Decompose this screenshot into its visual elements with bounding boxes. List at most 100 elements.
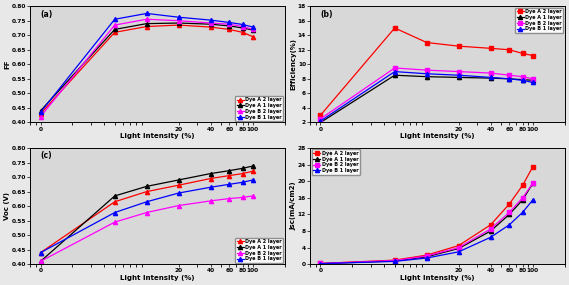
Dye B 1 layer	[175, 15, 182, 19]
Dye B 2 layer	[529, 77, 536, 81]
Dye B 1 layer	[175, 191, 182, 195]
Dye B 1 layer	[423, 72, 430, 76]
Dye B 2 layer	[175, 204, 182, 207]
Legend: Dye A 2 layer, Dye A 1 layer, Dye B 2 layer, Dye B 1 layer: Dye A 2 layer, Dye A 1 layer, Dye B 2 la…	[312, 149, 360, 174]
Dye A 2 layer	[249, 35, 256, 38]
Dye B 2 layer	[207, 199, 214, 203]
Dye B 1 layer	[391, 260, 398, 263]
Line: Dye B 2 layer: Dye B 2 layer	[39, 17, 255, 119]
Dye A 2 layer	[226, 174, 233, 177]
Dye A 1 layer	[112, 194, 118, 198]
Dye B 1 layer	[249, 25, 256, 29]
Dye A 1 layer	[506, 213, 513, 216]
Dye B 1 layer	[506, 223, 513, 227]
Dye B 1 layer	[226, 21, 233, 24]
Dye B 2 layer	[249, 28, 256, 31]
Dye B 1 layer	[239, 181, 246, 184]
Dye A 2 layer	[455, 244, 462, 247]
Dye A 1 layer	[519, 78, 526, 81]
Dye B 2 layer	[143, 211, 150, 214]
Dye A 2 layer	[175, 184, 182, 187]
Dye B 1 layer	[455, 250, 462, 254]
Dye A 1 layer	[455, 76, 462, 79]
X-axis label: Light Intensity (%): Light Intensity (%)	[120, 275, 195, 281]
Dye B 1 layer	[226, 183, 233, 186]
Dye B 1 layer	[487, 236, 494, 239]
Dye A 2 layer	[143, 25, 150, 28]
Dye B 2 layer	[506, 211, 513, 214]
Dye B 1 layer	[37, 111, 44, 114]
Dye A 2 layer	[226, 28, 233, 31]
Dye A 2 layer	[37, 112, 44, 115]
Dye A 2 layer	[519, 184, 526, 187]
Dye B 1 layer	[391, 70, 398, 73]
Dye B 2 layer	[317, 262, 324, 265]
X-axis label: Light Intensity (%): Light Intensity (%)	[400, 133, 475, 139]
Dye B 1 layer	[207, 19, 214, 22]
Dye A 1 layer	[249, 28, 256, 32]
Dye B 1 layer	[143, 200, 150, 203]
Dye B 2 layer	[519, 75, 526, 78]
Text: (b): (b)	[320, 10, 333, 19]
Dye A 1 layer	[317, 262, 324, 265]
Dye B 1 layer	[143, 12, 150, 15]
Dye A 1 layer	[239, 167, 246, 170]
Text: (a): (a)	[40, 10, 53, 19]
Dye A 2 layer	[239, 172, 246, 175]
Dye A 1 layer	[391, 74, 398, 77]
Dye A 1 layer	[112, 28, 118, 31]
Line: Dye B 1 layer: Dye B 1 layer	[319, 198, 535, 266]
Dye B 2 layer	[143, 18, 150, 21]
Dye B 2 layer	[519, 196, 526, 200]
Dye A 1 layer	[519, 198, 526, 201]
Dye B 2 layer	[37, 115, 44, 118]
Dye A 2 layer	[175, 23, 182, 27]
Dye B 1 layer	[239, 23, 246, 26]
Dye A 1 layer	[487, 229, 494, 233]
Line: Dye A 2 layer: Dye A 2 layer	[319, 26, 535, 117]
Dye A 1 layer	[143, 185, 150, 188]
Line: Dye A 1 layer: Dye A 1 layer	[39, 21, 255, 113]
Dye A 1 layer	[506, 77, 513, 81]
Dye A 2 layer	[423, 41, 430, 44]
Dye A 2 layer	[487, 47, 494, 50]
Dye B 2 layer	[239, 25, 246, 28]
Dye A 2 layer	[506, 202, 513, 206]
Dye A 2 layer	[112, 200, 118, 203]
Dye A 2 layer	[455, 44, 462, 48]
Line: Dye A 1 layer: Dye A 1 layer	[39, 164, 255, 263]
Dye A 2 layer	[249, 170, 256, 173]
Y-axis label: Voc (V): Voc (V)	[4, 192, 10, 220]
Line: Dye A 1 layer: Dye A 1 layer	[319, 73, 535, 125]
Dye B 2 layer	[529, 182, 536, 185]
Dye A 2 layer	[317, 113, 324, 117]
Dye B 2 layer	[391, 259, 398, 262]
Dye B 2 layer	[487, 71, 494, 75]
Dye A 1 layer	[529, 79, 536, 82]
Dye A 1 layer	[226, 169, 233, 172]
Dye A 1 layer	[529, 182, 536, 185]
Dye B 1 layer	[423, 256, 430, 260]
Dye B 2 layer	[487, 227, 494, 231]
Dye A 2 layer	[423, 253, 430, 257]
Dye A 1 layer	[207, 172, 214, 175]
Text: (c): (c)	[40, 151, 52, 160]
Dye A 1 layer	[423, 75, 430, 78]
Line: Dye A 2 layer: Dye A 2 layer	[319, 164, 535, 266]
Dye B 1 layer	[455, 74, 462, 77]
Dye A 2 layer	[112, 30, 118, 34]
Dye B 1 layer	[506, 77, 513, 81]
Dye B 2 layer	[112, 220, 118, 224]
Dye A 2 layer	[519, 52, 526, 55]
Line: Dye A 2 layer: Dye A 2 layer	[39, 23, 255, 116]
Line: Dye A 1 layer: Dye A 1 layer	[319, 181, 535, 266]
Dye A 2 layer	[207, 177, 214, 180]
Dye B 2 layer	[226, 23, 233, 26]
Dye B 2 layer	[239, 196, 246, 199]
Dye A 2 layer	[487, 223, 494, 227]
Dye A 1 layer	[226, 24, 233, 28]
Dye B 2 layer	[317, 117, 324, 121]
Dye A 2 layer	[506, 48, 513, 52]
Dye B 1 layer	[317, 262, 324, 265]
Dye B 1 layer	[112, 18, 118, 21]
